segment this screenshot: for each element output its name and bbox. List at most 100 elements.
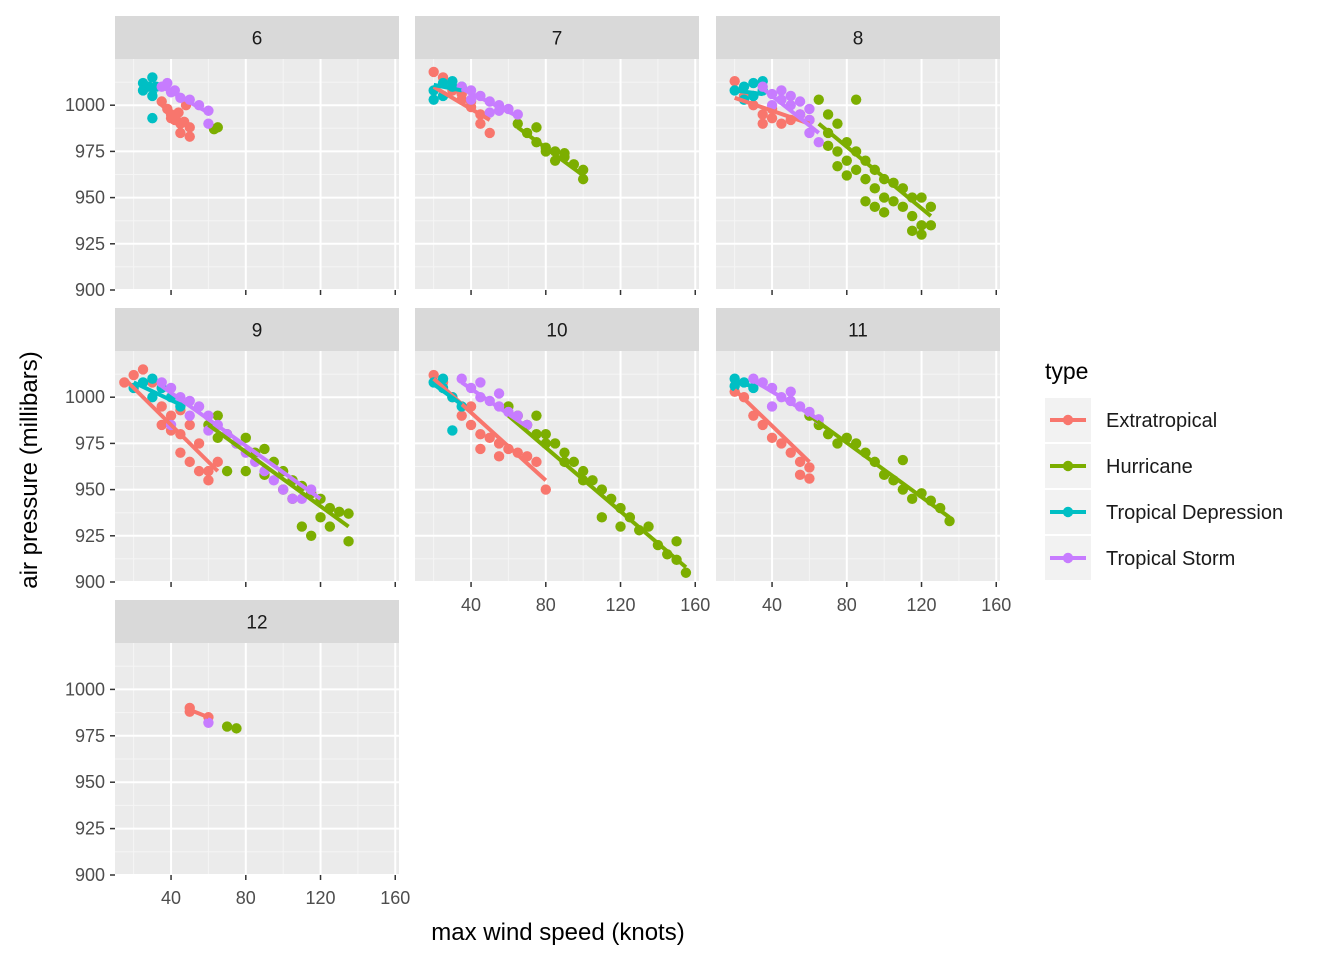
data-point: [757, 109, 768, 120]
data-point: [156, 377, 167, 388]
data-point: [643, 521, 654, 532]
facet-strip: [115, 308, 399, 351]
data-point: [568, 456, 580, 468]
data-point: [615, 521, 626, 532]
data-point: [850, 164, 862, 176]
legend-label: Tropical Depression: [1106, 502, 1283, 524]
data-point: [175, 447, 186, 458]
facet-strip-label: 11: [848, 321, 868, 342]
data-point: [193, 438, 205, 449]
data-point: [766, 401, 778, 412]
data-point: [794, 96, 806, 107]
data-point: [757, 118, 768, 129]
trend-line: [734, 95, 811, 126]
data-point: [437, 373, 449, 384]
data-point: [296, 521, 308, 532]
data-point: [231, 723, 242, 734]
y-tick-label: 1000: [65, 95, 105, 115]
trend-line: [132, 380, 182, 407]
data-point: [343, 536, 354, 547]
facet-strip-label: 12: [246, 613, 267, 634]
data-point: [277, 484, 289, 495]
data-point: [832, 146, 843, 157]
data-point: [785, 90, 796, 102]
y-tick-label: 900: [75, 865, 105, 885]
facet-strip: [716, 16, 1000, 59]
legend-key-point: [1062, 506, 1074, 518]
data-point: [343, 508, 354, 519]
data-point: [832, 160, 843, 172]
data-point: [137, 364, 149, 375]
legend-label: Hurricane: [1106, 456, 1193, 478]
data-point: [549, 438, 561, 449]
data-point: [493, 388, 505, 399]
y-tick-label: 900: [75, 280, 105, 300]
trend-line: [507, 414, 688, 569]
data-point: [493, 451, 505, 462]
data-point: [156, 419, 167, 431]
trend-line: [460, 380, 529, 429]
x-tick-label: 40: [161, 888, 181, 908]
data-point: [334, 506, 345, 517]
trend-line: [516, 125, 585, 178]
trend-line: [817, 122, 933, 218]
data-point: [776, 85, 787, 96]
trend-line: [160, 384, 322, 501]
data-point: [475, 377, 486, 388]
x-tick-label: 80: [236, 888, 256, 908]
data-point: [785, 386, 796, 397]
data-point: [305, 530, 317, 541]
data-point: [860, 173, 871, 185]
data-point: [240, 432, 251, 444]
data-point: [315, 512, 326, 523]
data-point: [822, 140, 834, 152]
trend-line: [160, 103, 191, 129]
legend-key-point: [1062, 414, 1074, 426]
x-tick-label: 80: [837, 595, 857, 615]
data-point: [203, 717, 214, 729]
data-point: [212, 410, 223, 421]
legend-key-point: [1062, 460, 1074, 472]
data-point: [203, 475, 214, 486]
data-point: [596, 512, 608, 523]
data-point: [184, 456, 195, 468]
data-point: [184, 131, 195, 142]
facet-strip: [415, 16, 699, 59]
data-point: [813, 94, 824, 105]
data-point: [428, 66, 439, 78]
data-point: [916, 192, 927, 203]
data-point: [559, 447, 570, 458]
data-point: [577, 173, 589, 185]
data-point: [944, 515, 955, 527]
facet-panel-9: 9 900 925 950 975 1000: [65, 308, 399, 592]
data-point: [906, 225, 918, 237]
data-point: [165, 410, 177, 421]
x-tick-label: 160: [380, 888, 410, 908]
data-point: [203, 118, 214, 129]
data-point: [776, 438, 787, 449]
facet-panel-10: 10 40 80 120 160: [415, 308, 710, 615]
data-point: [428, 94, 439, 105]
data-point: [804, 473, 815, 484]
data-point: [804, 462, 815, 473]
x-tick-label: 160: [680, 595, 710, 615]
x-tick-label: 120: [907, 595, 937, 615]
data-point: [878, 192, 890, 203]
facet-strip: [115, 600, 399, 643]
data-point: [766, 112, 778, 124]
data-point: [540, 428, 551, 440]
data-point: [925, 220, 937, 231]
data-point: [897, 201, 909, 213]
data-point: [175, 127, 186, 139]
data-point: [559, 148, 570, 159]
x-tick-label: 40: [762, 595, 782, 615]
trend-line: [432, 85, 491, 122]
data-point: [456, 410, 467, 421]
data-point: [897, 454, 909, 466]
data-point: [259, 443, 270, 455]
data-point: [888, 196, 899, 207]
data-point: [475, 118, 486, 129]
facet-panel-6: 6 900 925 950 975 1000: [65, 16, 399, 300]
data-point: [794, 469, 806, 481]
